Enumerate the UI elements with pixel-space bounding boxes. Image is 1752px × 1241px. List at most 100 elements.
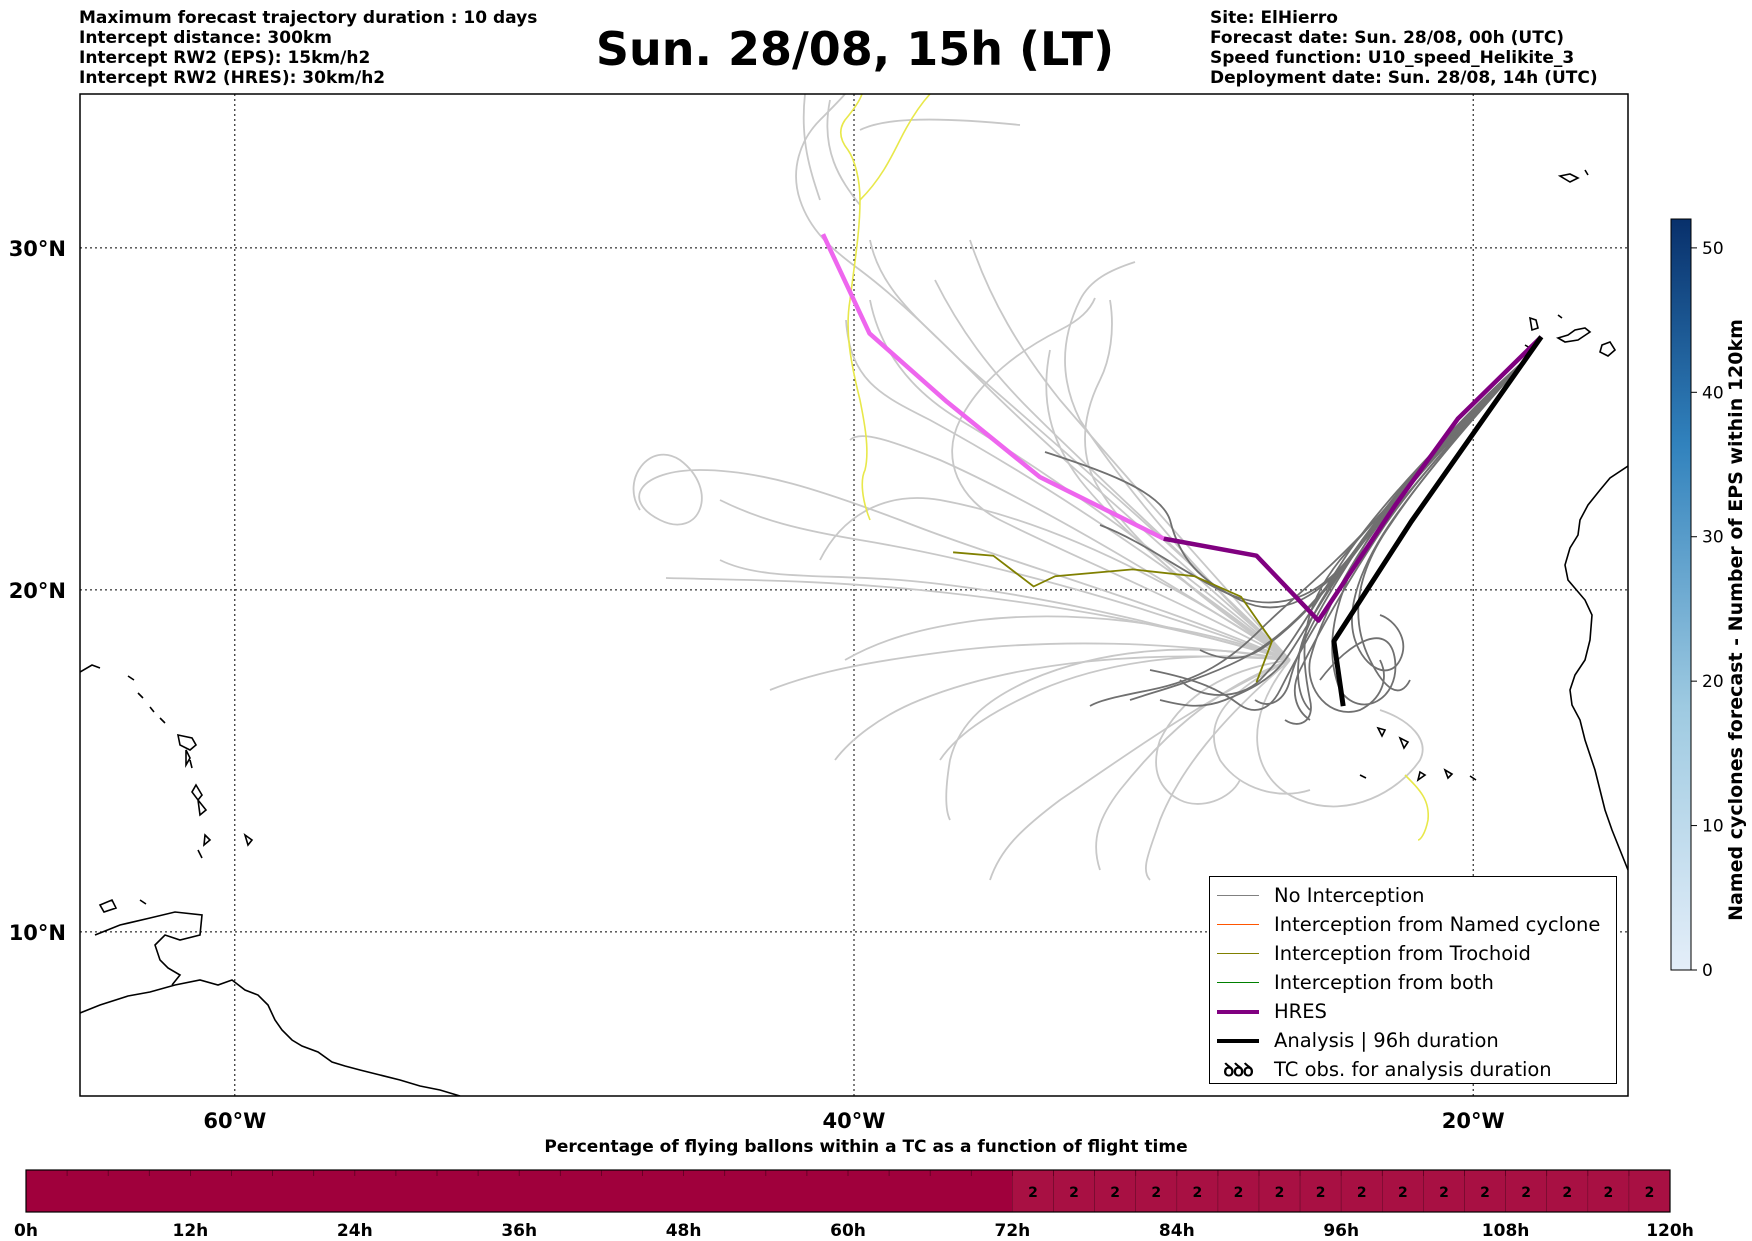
legend-label: Interception from Named cyclone <box>1274 913 1601 936</box>
colorbar-tick-label: 40 <box>1702 383 1724 403</box>
coastline-canary-islands <box>1524 314 1617 357</box>
map-frame <box>79 93 1629 1097</box>
timeline-cell-label: 2 <box>1069 1185 1079 1201</box>
trochoid-track-group <box>953 551 1274 683</box>
colorbar <box>1670 218 1692 971</box>
intercept-eps-text: Intercept RW2 (EPS): 15km/h2 <box>79 48 371 68</box>
legend-item-tc-obs: ꝺꝺꝺ TC obs. for analysis duration <box>1210 1055 1616 1084</box>
timeline-title: Percentage of flying ballons within a TC… <box>544 1137 1188 1157</box>
timeline-cell <box>1176 1169 1219 1213</box>
timeline-cell-label: 2 <box>1357 1185 1367 1201</box>
timeline-tick-label: 36h <box>501 1221 537 1241</box>
timeline-cell <box>1423 1169 1465 1213</box>
colorbar-tick-label: 30 <box>1702 528 1724 548</box>
colorbar-ticks: 0 10 20 30 40 50 <box>1691 239 1724 981</box>
lon-tick-label: 20°W <box>1442 1109 1505 1133</box>
ensemble-trajectories-dark <box>1044 357 1528 725</box>
max-duration-text: Maximum forecast trajectory duration : 1… <box>79 8 538 28</box>
coastline-africa <box>1564 465 1628 871</box>
timeline-tick-label: 0h <box>14 1221 38 1241</box>
timeline-bar: 2 2 2 2 2 2 2 2 2 2 2 2 2 2 2 2 0h 12h 24h 36h 48h 60h 72h 84h 9… <box>14 1169 1694 1241</box>
hres-track-late <box>820 233 1165 541</box>
hres-track-group <box>820 233 1543 623</box>
timeline-cell-label: 2 <box>1234 1185 1244 1201</box>
legend-swatch <box>1216 1009 1260 1014</box>
timeline-cell-label: 2 <box>1480 1185 1490 1201</box>
legend-label: Interception from Trochoid <box>1274 942 1531 965</box>
legend-item-no-interception: No Interception <box>1210 881 1616 910</box>
lon-tick-label: 40°W <box>823 1109 886 1133</box>
trochoid-track <box>953 551 1274 683</box>
timeline-frame <box>25 1169 1671 1213</box>
yellow-trajectories <box>839 94 1430 841</box>
legend-item-analysis: Analysis | 96h duration <box>1210 1026 1616 1055</box>
timeline-cell-label: 2 <box>1110 1185 1120 1201</box>
legend-item-named-cyclone: Interception from Named cyclone <box>1210 910 1616 939</box>
legend-item-both: Interception from both <box>1210 968 1616 997</box>
lat-tick-label: 30°N <box>9 237 66 261</box>
timeline-tick-label: 120h <box>1646 1221 1694 1241</box>
timeline-cell-label: 2 <box>1192 1185 1202 1201</box>
legend-swatch <box>1216 924 1260 925</box>
timeline-tick-label: 12h <box>173 1221 209 1241</box>
latitude-tick-labels: 30°N 20°N 10°N <box>9 237 66 945</box>
longitude-tick-labels: 60°W 40°W 20°W <box>203 1109 1504 1133</box>
header-right: Site: ElHierro Forecast date: Sun. 28/08… <box>1210 8 1598 88</box>
timeline-cell-label: 2 <box>1398 1185 1408 1201</box>
intercept-distance-text: Intercept distance: 300km <box>79 28 332 48</box>
legend-label: No Interception <box>1274 884 1425 907</box>
coastline-trinidad-venezuela <box>94 911 203 986</box>
colorbar-tick-label: 0 <box>1702 961 1713 981</box>
coastline-cape-verde <box>1359 726 1477 782</box>
colorbar-tick-label: 20 <box>1702 672 1724 692</box>
timeline-tick-label: 72h <box>995 1221 1031 1241</box>
tc-symbol-icon: ꝺꝺꝺ <box>1223 1059 1253 1081</box>
timeline-cell <box>1464 1169 1506 1213</box>
coastline-madeira <box>1557 169 1589 183</box>
legend-swatch <box>1216 953 1260 954</box>
legend-swatch <box>1216 1038 1260 1043</box>
timeline-tick-label: 24h <box>337 1221 373 1241</box>
timeline-cell-label: 2 <box>1151 1185 1161 1201</box>
timeline-cell <box>1546 1169 1589 1213</box>
legend-label: HRES <box>1274 1000 1327 1023</box>
legend-item-hres: HRES <box>1210 997 1616 1026</box>
timeline-tick-label: 48h <box>666 1221 702 1241</box>
timeline-tick-label: 84h <box>1159 1221 1195 1241</box>
legend-label: Interception from both <box>1274 971 1494 994</box>
lat-tick-label: 20°N <box>9 579 66 603</box>
legend-swatch <box>1216 895 1260 896</box>
timeline-cell-label: 2 <box>1028 1185 1038 1201</box>
coastline-caribbean-islands <box>80 664 254 913</box>
speed-function-text: Speed function: U10_speed_Helikite_3 <box>1210 48 1575 68</box>
timeline-tick-label: 108h <box>1482 1221 1530 1241</box>
timeline-cell-label: 2 <box>1275 1185 1285 1201</box>
ensemble-trajectories-light <box>632 94 1424 881</box>
timeline-cell-label: 2 <box>1316 1185 1326 1201</box>
timeline-cell <box>1628 1169 1671 1213</box>
coastline-south-america <box>80 979 461 1096</box>
timeline-cell-label: 2 <box>1603 1185 1613 1201</box>
colorbar-label: Named cyclones forecast - Number of EPS … <box>1725 319 1747 921</box>
legend: No Interception Interception from Named … <box>1209 876 1617 1084</box>
legend-swatch <box>1216 982 1260 983</box>
timeline-cell-label: 2 <box>1439 1185 1449 1201</box>
deployment-date-text: Deployment date: Sun. 28/08, 14h (UTC) <box>1210 68 1598 88</box>
timeline-cell-label: 2 <box>1562 1185 1572 1201</box>
site-text: Site: ElHierro <box>1210 8 1338 28</box>
forecast-date-text: Forecast date: Sun. 28/08, 00h (UTC) <box>1210 28 1565 48</box>
legend-item-trochoid: Interception from Trochoid <box>1210 939 1616 968</box>
legend-label: TC obs. for analysis duration <box>1274 1058 1552 1081</box>
lat-tick-label: 10°N <box>9 921 66 945</box>
hres-track-early <box>1163 335 1543 623</box>
timeline-tick-label: 60h <box>830 1221 866 1241</box>
header-left: Maximum forecast trajectory duration : 1… <box>79 8 537 88</box>
legend-label: Analysis | 96h duration <box>1274 1029 1499 1052</box>
timeline-cell <box>1258 1169 1301 1213</box>
timeline-cell-label: 2 <box>1521 1185 1531 1201</box>
timeline-cell <box>1053 1169 1095 1213</box>
colorbar-tick-label: 10 <box>1702 817 1724 837</box>
analysis-track <box>1331 335 1544 707</box>
chart-title: Sun. 28/08, 15h (LT) <box>595 22 1115 76</box>
colorbar-tick-label: 50 <box>1702 239 1724 259</box>
